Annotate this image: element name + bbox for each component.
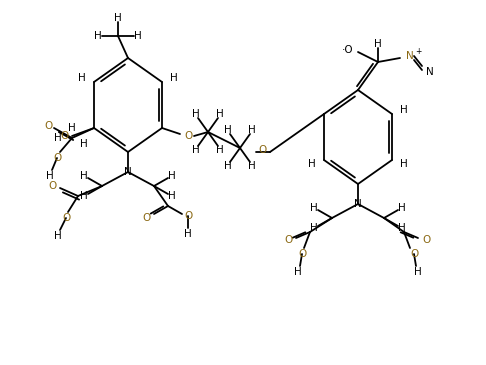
Text: H: H [46, 171, 54, 181]
Text: O: O [48, 181, 56, 191]
Text: N: N [124, 167, 132, 177]
Text: H: H [248, 125, 256, 135]
Text: O: O [422, 235, 430, 245]
Text: H: H [168, 171, 176, 181]
Text: N: N [354, 199, 362, 209]
Text: H: H [80, 191, 88, 201]
Text: O: O [410, 249, 418, 259]
Text: O: O [258, 145, 266, 155]
Text: H: H [224, 125, 232, 135]
Text: H: H [192, 145, 200, 155]
Text: O: O [62, 213, 70, 223]
Text: H: H [310, 203, 318, 213]
Text: O: O [284, 235, 292, 245]
Text: H: H [192, 109, 200, 119]
Text: H: H [308, 159, 316, 169]
Text: H: H [54, 231, 62, 241]
Text: H: H [216, 109, 224, 119]
Text: H: H [168, 191, 176, 201]
Text: H: H [94, 31, 102, 41]
Text: +: + [415, 47, 421, 57]
Text: O: O [184, 211, 192, 221]
Text: N: N [426, 67, 434, 77]
Text: H: H [134, 31, 142, 41]
Text: H: H [68, 123, 76, 133]
Text: H: H [374, 39, 382, 49]
Text: O: O [44, 121, 52, 131]
Text: H: H [114, 13, 122, 23]
Text: H: H [398, 203, 406, 213]
Text: H: H [216, 145, 224, 155]
Text: O: O [53, 153, 61, 163]
Text: H: H [400, 159, 408, 169]
Text: N: N [406, 51, 414, 61]
Text: H: H [310, 223, 318, 233]
Text: H: H [80, 139, 88, 149]
Text: H: H [414, 267, 422, 277]
Text: H: H [398, 223, 406, 233]
Text: H: H [400, 105, 408, 115]
Text: O: O [142, 213, 150, 223]
Text: H: H [184, 229, 192, 239]
Text: H: H [294, 267, 302, 277]
Text: H: H [224, 161, 232, 171]
Text: H: H [78, 73, 86, 83]
Text: H: H [170, 73, 178, 83]
Text: ·O: ·O [342, 45, 354, 55]
Text: H: H [54, 133, 62, 143]
Text: O: O [60, 131, 68, 141]
Text: H: H [248, 161, 256, 171]
Text: O: O [184, 131, 192, 141]
Text: H: H [80, 171, 88, 181]
Text: O: O [298, 249, 306, 259]
